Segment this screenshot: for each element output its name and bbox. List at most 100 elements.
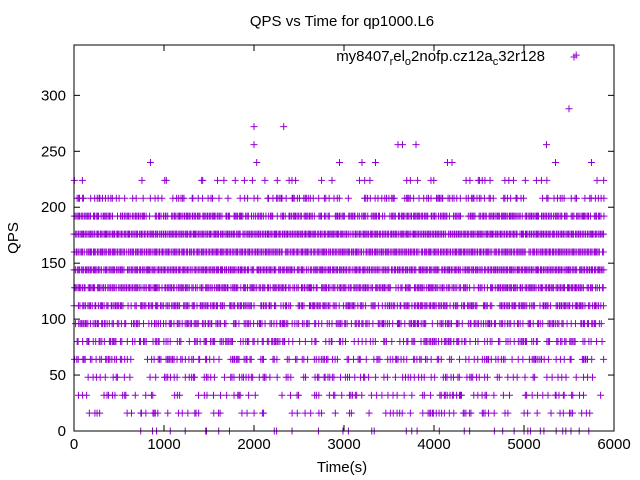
data-point — [546, 337, 554, 345]
data-point — [430, 176, 438, 184]
data-point — [447, 355, 455, 363]
data-point — [209, 194, 217, 202]
axis-ticks: 0 1000 2000 3000 4000 5000 6000 0 50 100 150 200 250… — [41, 45, 631, 453]
data-point — [403, 355, 411, 363]
data-point — [138, 176, 146, 184]
data-point — [567, 355, 575, 363]
data-point — [127, 409, 135, 417]
data-point — [122, 391, 130, 399]
data-point — [400, 391, 408, 399]
data-point — [236, 391, 244, 399]
data-point — [278, 391, 286, 399]
data-point — [600, 194, 608, 202]
data-point — [420, 373, 428, 381]
data-point — [250, 409, 258, 417]
data-point — [307, 409, 315, 417]
chart-title: QPS vs Time for qp1000.L6 — [250, 13, 434, 30]
data-point — [247, 355, 255, 363]
data-point — [358, 158, 366, 166]
data-point — [393, 391, 401, 399]
data-point — [495, 373, 503, 381]
data-point — [531, 373, 539, 381]
data-point — [229, 337, 237, 345]
data-point — [372, 373, 380, 381]
plot-frame — [73, 44, 615, 432]
data-point — [366, 176, 374, 184]
data-point — [164, 409, 172, 417]
data-point — [411, 337, 419, 345]
data-point — [458, 320, 466, 328]
data-point — [533, 409, 541, 417]
data-point — [286, 391, 294, 399]
data-point — [543, 141, 550, 149]
y-tick-label: 150 — [41, 255, 66, 272]
data-point — [457, 212, 465, 220]
data-point — [220, 373, 228, 381]
x-tick-label: 5000 — [507, 436, 540, 453]
data-point — [533, 337, 541, 345]
data-point — [427, 355, 435, 363]
data-point — [544, 391, 552, 399]
data-point — [376, 355, 384, 363]
data-point — [251, 391, 259, 399]
data-point — [282, 194, 290, 202]
data-point — [548, 373, 556, 381]
data-point — [483, 373, 491, 381]
data-point — [342, 337, 350, 345]
data-point — [552, 158, 559, 166]
data-point — [499, 391, 507, 399]
data-point — [496, 337, 504, 345]
data-point — [399, 141, 406, 149]
data-point — [544, 355, 552, 363]
data-point — [466, 176, 474, 184]
data-point — [318, 409, 326, 417]
data-point — [362, 355, 370, 363]
data-point — [509, 176, 517, 184]
data-point — [358, 391, 366, 399]
data-point — [231, 176, 239, 184]
data-point — [588, 355, 596, 363]
data-point — [569, 391, 577, 399]
data-point — [162, 176, 170, 184]
data-point — [391, 373, 399, 381]
data-point — [127, 355, 135, 363]
data-point — [338, 391, 346, 399]
data-point — [414, 176, 422, 184]
data-point — [378, 391, 386, 399]
data-point — [215, 194, 223, 202]
data-point — [199, 176, 207, 184]
data-point — [287, 373, 295, 381]
data-point — [406, 409, 414, 417]
data-point — [214, 176, 222, 184]
data-point — [524, 409, 532, 417]
data-point — [328, 337, 336, 345]
x-axis-label: Time(s) — [317, 459, 367, 476]
data-point — [293, 409, 301, 417]
data-point — [505, 391, 513, 399]
data-point — [336, 158, 343, 166]
data-point — [599, 284, 607, 292]
data-point — [318, 176, 326, 184]
data-point — [427, 391, 435, 399]
data-point — [467, 409, 475, 417]
data-point — [180, 194, 188, 202]
data-point — [371, 337, 379, 345]
data-point — [195, 409, 203, 417]
data-point — [455, 373, 463, 381]
data-point — [412, 141, 420, 149]
data-point — [280, 123, 288, 131]
data-point — [260, 409, 268, 417]
data-point — [365, 373, 373, 381]
data-point — [224, 194, 232, 202]
data-point — [600, 266, 608, 274]
x-tick-label: 1000 — [147, 436, 180, 453]
data-point — [331, 391, 339, 399]
y-tick-label: 300 — [41, 87, 66, 104]
y-tick-label: 200 — [41, 199, 66, 216]
data-point — [572, 51, 580, 59]
data-point — [158, 194, 166, 202]
data-point — [586, 409, 594, 417]
data-point — [390, 194, 398, 202]
data-point — [365, 409, 373, 417]
data-point — [111, 391, 119, 399]
